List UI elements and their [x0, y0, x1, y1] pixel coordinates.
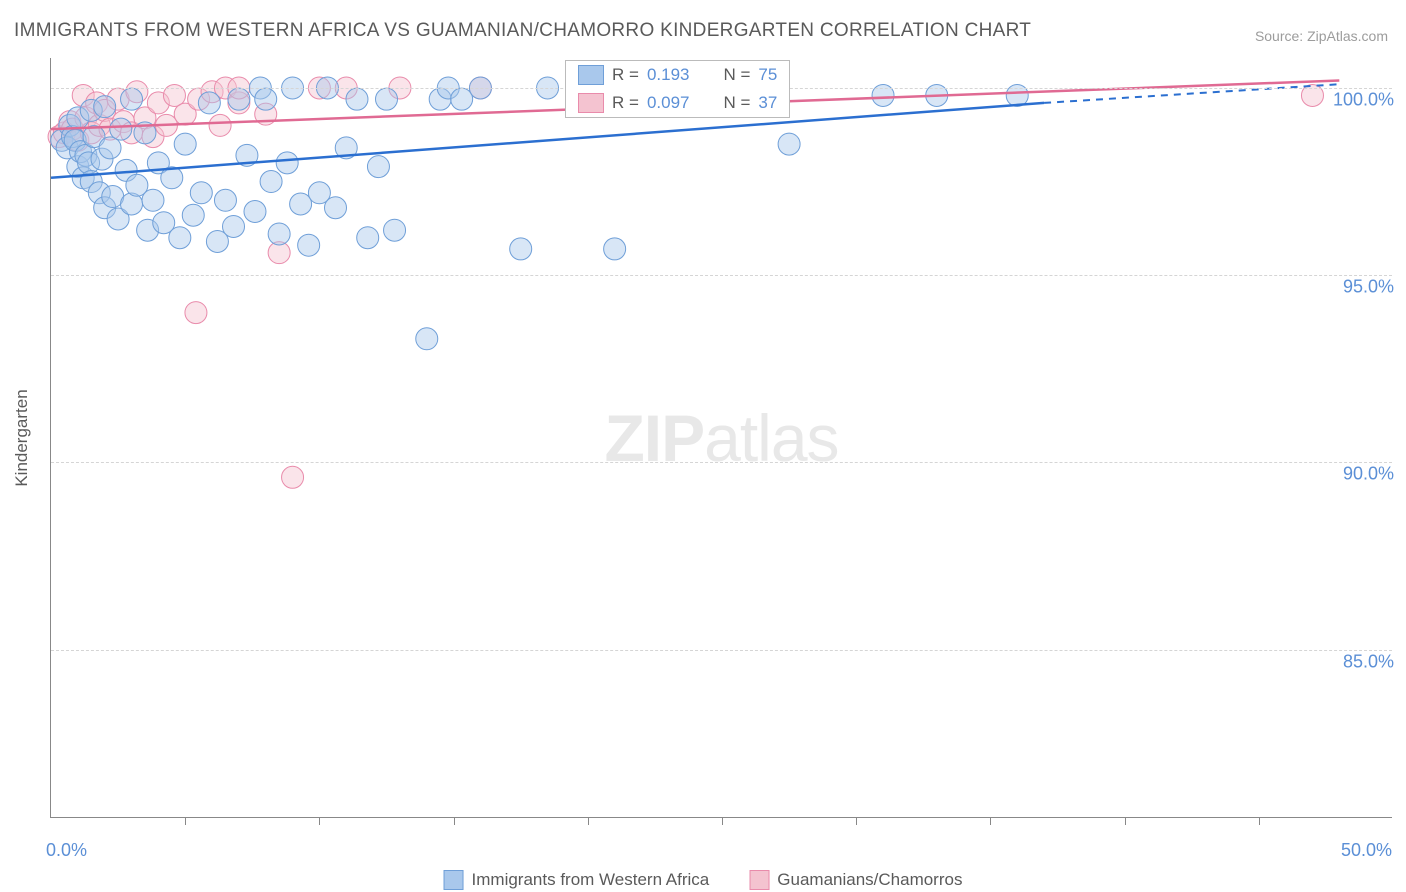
legend-label-pink: Guamanians/Chamorros — [777, 870, 962, 890]
y-tick-label: 85.0% — [1343, 651, 1394, 672]
x-axis-min-label: 0.0% — [46, 840, 87, 861]
r-label: R = — [612, 65, 639, 85]
n-label: N = — [723, 93, 750, 113]
y-tick-label: 90.0% — [1343, 464, 1394, 485]
swatch-pink — [578, 93, 604, 113]
y-axis-label: Kindergarten — [12, 389, 32, 486]
correlation-chart: IMMIGRANTS FROM WESTERN AFRICA VS GUAMAN… — [0, 0, 1406, 892]
stats-row-pink: R = 0.097 N = 37 — [566, 89, 789, 117]
n-value-pink: 37 — [758, 93, 777, 113]
swatch-pink — [749, 870, 769, 890]
swatch-blue — [444, 870, 464, 890]
r-label: R = — [612, 93, 639, 113]
swatch-blue — [578, 65, 604, 85]
stats-legend-box: R = 0.193 N = 75 R = 0.097 N = 37 — [565, 60, 790, 118]
legend-item-pink: Guamanians/Chamorros — [749, 870, 962, 890]
x-axis-max-label: 50.0% — [1341, 840, 1392, 861]
chart-title: IMMIGRANTS FROM WESTERN AFRICA VS GUAMAN… — [14, 20, 1031, 42]
r-value-blue: 0.193 — [647, 65, 690, 85]
y-tick-label: 100.0% — [1333, 89, 1394, 110]
r-value-pink: 0.097 — [647, 93, 690, 113]
y-tick-label: 95.0% — [1343, 277, 1394, 298]
legend-bottom: Immigrants from Western Africa Guamanian… — [444, 870, 963, 890]
legend-label-blue: Immigrants from Western Africa — [472, 870, 710, 890]
stats-row-blue: R = 0.193 N = 75 — [566, 61, 789, 89]
n-value-blue: 75 — [758, 65, 777, 85]
plot-area: ZIPatlas — [50, 58, 1392, 818]
plot-svg — [51, 58, 1392, 817]
n-label: N = — [723, 65, 750, 85]
source-attribution: Source: ZipAtlas.com — [1255, 28, 1388, 44]
legend-item-blue: Immigrants from Western Africa — [444, 870, 710, 890]
